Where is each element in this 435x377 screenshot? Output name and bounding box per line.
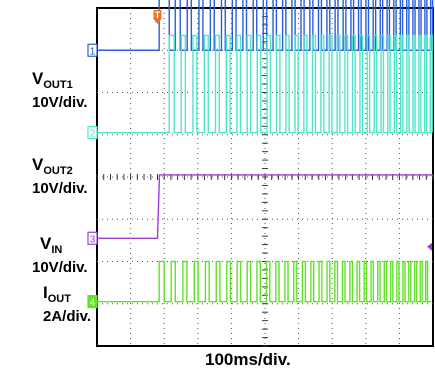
time-scale-label: 100ms/div. <box>205 350 291 369</box>
channel-marker-number: 3 <box>90 234 96 245</box>
trigger-marker-label: T <box>155 10 161 20</box>
channel-marker-1 <box>87 43 98 57</box>
channel-marker-number: 2 <box>90 129 96 140</box>
channel-marker-4 <box>87 295 98 309</box>
channel-marker-number: 4 <box>90 298 96 309</box>
trace-ch2 <box>97 34 433 134</box>
ch2-label: VOUT2 10V/div. <box>32 155 88 197</box>
ch3-label: VIN 10V/div. <box>32 234 88 276</box>
trace-ch3 <box>97 174 433 239</box>
channel-marker-3 <box>87 231 98 245</box>
channel-marker-number: 1 <box>90 46 96 57</box>
trigger-marker <box>153 10 162 19</box>
ch1-label: VOUT1 10V/div. <box>32 69 88 111</box>
channel-marker-2 <box>87 126 98 140</box>
trace-ch4 <box>97 260 432 303</box>
trigger-marker-point <box>153 19 162 24</box>
level-marker-right <box>427 242 432 251</box>
ch4-label: IOUT 2A/div. <box>43 283 92 325</box>
